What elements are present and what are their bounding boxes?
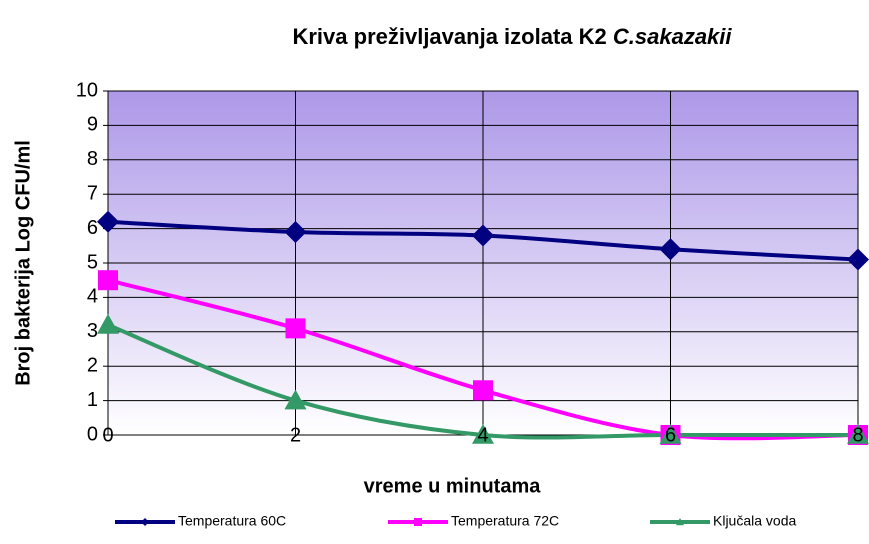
legend-marker bbox=[676, 518, 684, 526]
y-axis-label: Broj bakterija Log CFU/ml bbox=[12, 140, 34, 386]
x-axis-label: vreme u minutama bbox=[364, 475, 542, 497]
marker bbox=[473, 380, 493, 401]
marker bbox=[98, 270, 118, 291]
marker bbox=[472, 424, 494, 444]
y-tick-label: 3 bbox=[87, 320, 98, 342]
y-tick-label: 1 bbox=[87, 389, 98, 411]
marker bbox=[847, 424, 869, 444]
y-tick-label: 0 bbox=[87, 423, 98, 445]
marker bbox=[97, 313, 119, 334]
legend-item: Temperatura 72C bbox=[388, 513, 559, 529]
marker bbox=[472, 224, 494, 247]
marker bbox=[847, 248, 869, 271]
y-tick-label: 10 bbox=[76, 79, 98, 101]
marker bbox=[659, 238, 682, 261]
x-tick-label: 6 bbox=[665, 424, 676, 446]
marker bbox=[284, 389, 307, 410]
legend-label: Temperatura 72C bbox=[451, 513, 559, 529]
legend-item: Temperatura 60C bbox=[115, 513, 286, 529]
y-tick-label: 6 bbox=[87, 217, 98, 239]
marker bbox=[284, 221, 307, 244]
y-tick-label: 2 bbox=[87, 354, 98, 376]
y-tick-label: 8 bbox=[87, 148, 98, 170]
x-tick-label: 2 bbox=[290, 424, 301, 446]
y-tick-label: 5 bbox=[87, 251, 98, 273]
legend-label: Temperatura 60C bbox=[178, 513, 286, 529]
marker bbox=[659, 424, 682, 444]
x-tick-label: 0 bbox=[102, 424, 113, 446]
x-tick-label: 8 bbox=[852, 424, 863, 446]
marker bbox=[285, 318, 306, 339]
y-tick-label: 9 bbox=[87, 114, 98, 136]
marker bbox=[97, 210, 119, 233]
y-tick-label: 7 bbox=[87, 182, 98, 204]
legend-item: Ključala voda bbox=[650, 513, 796, 529]
chart-title: Kriva preživljavanja izolata K2 C.sakaza… bbox=[292, 24, 732, 49]
legend-marker bbox=[414, 518, 422, 526]
legend-label: Ključala voda bbox=[713, 513, 796, 529]
legend-marker bbox=[141, 518, 149, 526]
y-tick-label: 4 bbox=[87, 286, 98, 308]
x-tick-label: 4 bbox=[477, 424, 488, 446]
